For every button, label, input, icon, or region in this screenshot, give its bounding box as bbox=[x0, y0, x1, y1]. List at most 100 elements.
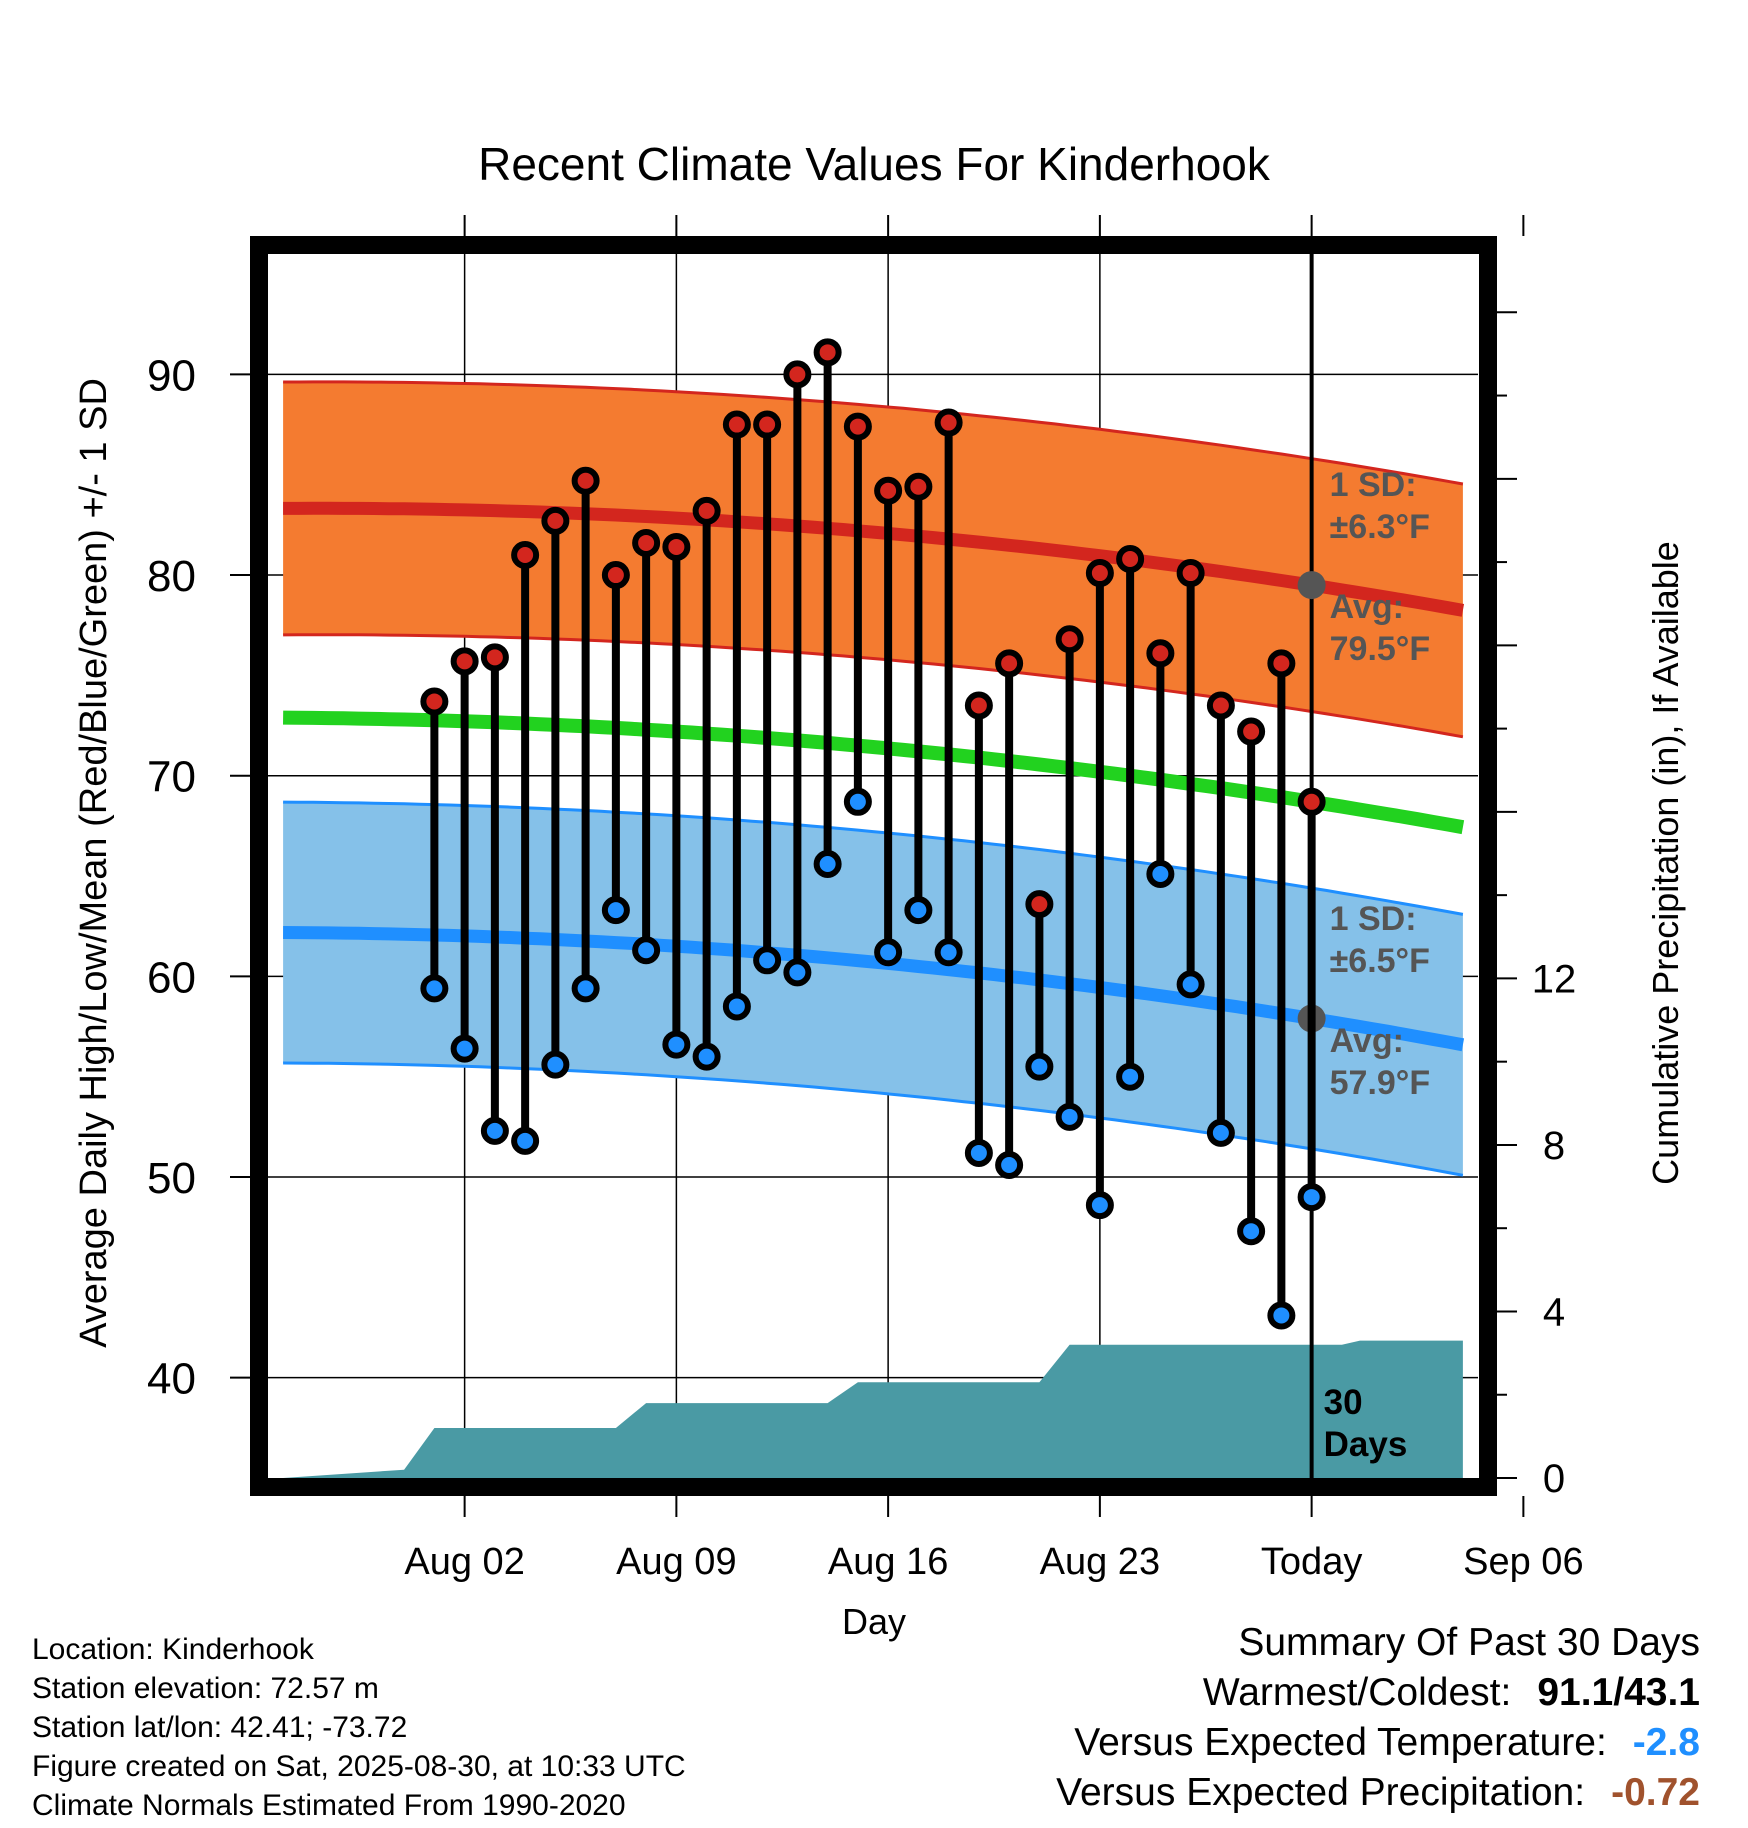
y-axis-left-label: Average Daily High/Low/Mean (Red/Blue/Gr… bbox=[73, 378, 115, 1348]
x-tick-label: Aug 23 bbox=[1040, 1541, 1160, 1583]
x-tick-label: Aug 02 bbox=[404, 1541, 524, 1583]
low-point bbox=[1085, 1191, 1114, 1220]
location-text: Location: Kinderhook bbox=[32, 1633, 314, 1666]
low-point bbox=[934, 938, 963, 967]
low-point bbox=[1206, 1118, 1235, 1147]
high-avg-value: 79.5°F bbox=[1330, 630, 1431, 668]
low-point bbox=[1267, 1301, 1296, 1330]
days-count: 30 bbox=[1324, 1383, 1363, 1422]
low-point bbox=[722, 992, 751, 1021]
low-sd-label: 1 SD: bbox=[1330, 900, 1417, 938]
high-point bbox=[964, 691, 993, 720]
low-point bbox=[571, 974, 600, 1003]
high-point bbox=[1176, 559, 1205, 588]
precip-anomaly-label: Versus Expected Precipitation: bbox=[1056, 1771, 1586, 1814]
high-point bbox=[722, 410, 751, 439]
low-sd-band-edge bbox=[283, 800, 1464, 916]
high-point bbox=[1116, 544, 1145, 573]
low-point bbox=[813, 849, 842, 878]
summary-panel: Summary Of Past 30 Days Warmest/Coldest:… bbox=[940, 1618, 1700, 1818]
plot-frame bbox=[250, 236, 1497, 1496]
high-point bbox=[1085, 559, 1114, 588]
high-avg-label: Avg: bbox=[1330, 588, 1404, 626]
low-point bbox=[1176, 970, 1205, 999]
low-point bbox=[541, 1050, 570, 1079]
low-point bbox=[783, 958, 812, 987]
days-word: Days bbox=[1324, 1425, 1408, 1464]
high-point bbox=[1025, 890, 1054, 919]
low-point bbox=[662, 1030, 691, 1059]
high-point bbox=[420, 687, 449, 716]
low-sd-value: ±6.5°F bbox=[1330, 942, 1430, 980]
high-point bbox=[601, 561, 630, 590]
high-point bbox=[843, 412, 872, 441]
high-point bbox=[1055, 625, 1084, 654]
summary-title: Summary Of Past 30 Days bbox=[1238, 1621, 1700, 1664]
low-point bbox=[964, 1138, 993, 1167]
plot-content: 1 SD: ±6.3°F Avg: 79.5°F 1 SD: ±6.5°F Avg: 57.9… bbox=[268, 254, 1478, 1478]
y-right-tick-label: 8 bbox=[1543, 1124, 1565, 1168]
low-point bbox=[692, 1042, 721, 1071]
high-point bbox=[874, 476, 903, 505]
low-point bbox=[1146, 860, 1175, 889]
high-sd-band bbox=[283, 381, 1463, 737]
high-sd-value: ±6.3°F bbox=[1330, 508, 1430, 546]
low-sd-band bbox=[283, 802, 1463, 1176]
y-left-tick-label: 80 bbox=[147, 552, 196, 601]
high-point bbox=[1146, 639, 1175, 668]
y-right-tick-label: 0 bbox=[1543, 1457, 1565, 1501]
high-avg-marker bbox=[1297, 571, 1326, 600]
x-axis-label: Day bbox=[842, 1601, 906, 1642]
precip-area bbox=[283, 1340, 1463, 1478]
low-avg-label: Avg: bbox=[1330, 1022, 1404, 1060]
low-point bbox=[601, 896, 630, 925]
high-point bbox=[511, 540, 540, 569]
low-sd-band-edge bbox=[283, 1061, 1464, 1177]
high-point bbox=[571, 466, 600, 495]
high-point bbox=[753, 410, 782, 439]
low-point bbox=[420, 974, 449, 1003]
precip-anomaly-row: Versus Expected Precipitation: -0.72 bbox=[940, 1768, 1700, 1818]
plot-area: 1 SD: ±6.3°F Avg: 79.5°F 1 SD: ±6.5°F Avg: 57.9… bbox=[268, 254, 1478, 1478]
x-tick-label: Sep 06 bbox=[1463, 1541, 1583, 1583]
x-tick-label: Today bbox=[1261, 1541, 1362, 1583]
high-point bbox=[934, 408, 963, 437]
high-point bbox=[1206, 691, 1235, 720]
y-right-tick-label: 12 bbox=[1532, 957, 1577, 1001]
daily-values bbox=[420, 338, 1326, 1330]
low-point bbox=[511, 1126, 540, 1155]
high-point bbox=[662, 532, 691, 561]
normal-mean-line bbox=[283, 710, 1465, 835]
low-point bbox=[843, 787, 872, 816]
low-point bbox=[450, 1034, 479, 1063]
temp-anomaly-value: -2.8 bbox=[1632, 1721, 1700, 1764]
low-point bbox=[632, 936, 661, 965]
high-sd-label: 1 SD: bbox=[1330, 466, 1417, 504]
low-point bbox=[1025, 1052, 1054, 1081]
normal-high-line bbox=[283, 501, 1465, 617]
created-text: Figure created on Sat, 2025-08-30, at 10… bbox=[32, 1750, 686, 1783]
high-point bbox=[541, 506, 570, 535]
elevation-text: Station elevation: 72.57 m bbox=[32, 1672, 379, 1705]
y-left-tick-label: 90 bbox=[147, 351, 196, 400]
precip-anomaly-value: -0.72 bbox=[1611, 1771, 1700, 1814]
high-point bbox=[813, 338, 842, 367]
y-left-tick-label: 50 bbox=[147, 1154, 196, 1203]
latlon-text: Station lat/lon: 42.41; -73.72 bbox=[32, 1711, 408, 1744]
high-sd-band-edge bbox=[283, 633, 1464, 739]
normal-low-line bbox=[283, 926, 1465, 1052]
low-point bbox=[1055, 1102, 1084, 1131]
high-point bbox=[480, 643, 509, 672]
temp-anomaly-row: Versus Expected Temperature: -2.8 bbox=[940, 1718, 1700, 1768]
low-point bbox=[874, 938, 903, 967]
high-point bbox=[783, 360, 812, 389]
low-point bbox=[753, 946, 782, 975]
low-point bbox=[904, 896, 933, 925]
y-right-tick-label: 4 bbox=[1543, 1290, 1565, 1334]
x-tick-label: Aug 16 bbox=[828, 1541, 948, 1583]
warmest-coldest-row: Warmest/Coldest: 91.1/43.1 bbox=[940, 1668, 1700, 1718]
low-point bbox=[995, 1150, 1024, 1179]
y-axis-right-label: Cumulative Precipitation (in), If Availa… bbox=[1645, 541, 1686, 1185]
x-tick-label: Aug 09 bbox=[616, 1541, 736, 1583]
